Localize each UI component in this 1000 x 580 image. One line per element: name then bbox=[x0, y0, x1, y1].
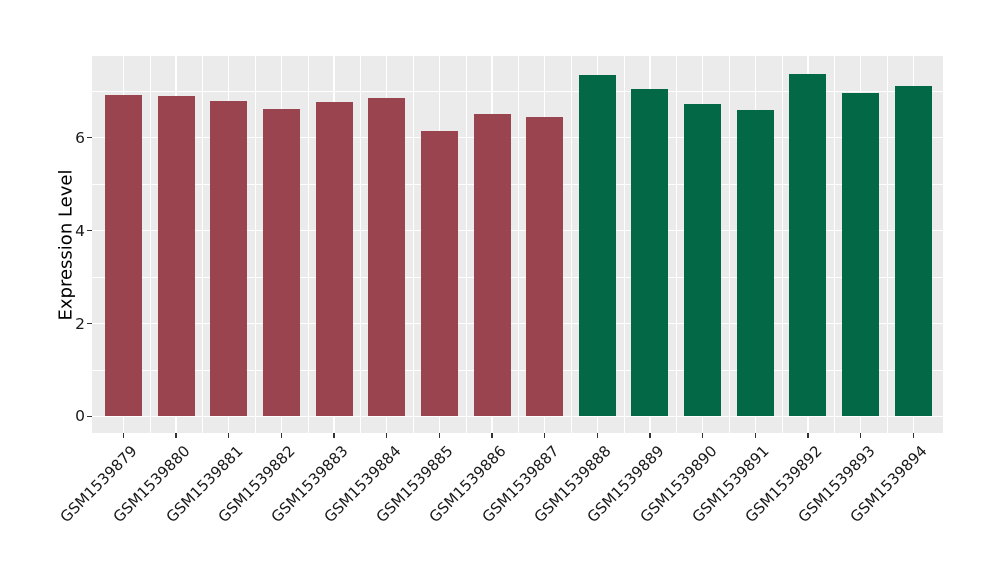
bar-GSM1539887 bbox=[526, 116, 564, 417]
gridline-minor-vertical bbox=[728, 56, 730, 434]
x-tick-mark bbox=[754, 433, 756, 438]
gridline-major-horizontal bbox=[92, 322, 944, 325]
x-tick-mark bbox=[228, 433, 230, 438]
gridline-minor-vertical bbox=[202, 56, 204, 434]
bar-GSM1539879 bbox=[104, 94, 142, 417]
bar-GSM1539889 bbox=[631, 89, 669, 417]
gridline-minor-vertical bbox=[360, 56, 362, 434]
bar-GSM1539882 bbox=[262, 109, 300, 417]
gridline-minor-vertical bbox=[623, 56, 625, 434]
gridline-minor-vertical bbox=[676, 56, 677, 434]
x-tick-mark bbox=[807, 433, 809, 438]
bar-GSM1539885 bbox=[420, 131, 458, 417]
gridline-minor-horizontal bbox=[92, 184, 944, 185]
gridline-minor-vertical bbox=[307, 56, 309, 434]
gridline-major-horizontal bbox=[92, 137, 944, 139]
y-tick-mark bbox=[87, 137, 93, 139]
bar-GSM1539893 bbox=[842, 93, 880, 417]
x-tick-mark bbox=[702, 433, 704, 438]
gridline-major-horizontal bbox=[92, 415, 944, 418]
x-tick-mark bbox=[544, 433, 546, 438]
y-axis-title: Expression Level bbox=[55, 169, 77, 321]
gridline-minor-vertical bbox=[413, 56, 414, 434]
gridline-minor-vertical bbox=[518, 56, 520, 434]
y-tick-label: 4 bbox=[75, 221, 85, 240]
bar-GSM1539888 bbox=[578, 75, 616, 417]
gridline-minor-vertical bbox=[886, 56, 888, 434]
x-tick-mark bbox=[860, 433, 862, 438]
x-tick-mark bbox=[649, 433, 651, 438]
gridline-minor-vertical bbox=[255, 56, 256, 434]
bar-GSM1539894 bbox=[894, 85, 932, 417]
x-tick-mark bbox=[912, 433, 914, 438]
bar-GSM1539884 bbox=[368, 97, 406, 417]
bar-GSM1539886 bbox=[473, 114, 511, 417]
gridline-minor-vertical bbox=[465, 56, 467, 434]
bar-GSM1539891 bbox=[736, 109, 774, 417]
x-tick-mark bbox=[491, 433, 493, 438]
y-tick-mark bbox=[87, 230, 93, 232]
x-tick-mark bbox=[438, 433, 440, 438]
y-tick-label: 6 bbox=[75, 128, 85, 147]
x-tick-mark bbox=[596, 433, 598, 438]
y-tick-mark bbox=[87, 415, 93, 417]
plot-panel bbox=[92, 56, 944, 434]
gridline-minor-horizontal bbox=[92, 91, 944, 92]
x-tick-mark bbox=[280, 433, 282, 438]
bar-GSM1539890 bbox=[684, 103, 722, 417]
gridline-minor-vertical bbox=[149, 56, 151, 434]
bar-GSM1539892 bbox=[789, 74, 827, 417]
bar-GSM1539881 bbox=[210, 101, 248, 417]
y-tick-label: 0 bbox=[75, 407, 85, 426]
x-tick-mark bbox=[122, 433, 124, 438]
gridline-major-horizontal bbox=[92, 229, 944, 232]
gridline-minor-vertical bbox=[781, 56, 783, 434]
x-tick-mark bbox=[175, 433, 177, 438]
x-tick-mark bbox=[386, 433, 388, 438]
gridline-minor-vertical bbox=[834, 56, 835, 434]
gridline-minor-vertical bbox=[571, 56, 572, 434]
gridline-minor-horizontal bbox=[92, 277, 944, 278]
y-tick-mark bbox=[87, 322, 93, 325]
y-tick-label: 2 bbox=[75, 314, 85, 333]
bar-GSM1539883 bbox=[315, 101, 353, 417]
x-tick-mark bbox=[333, 433, 335, 438]
gridline-minor-horizontal bbox=[92, 369, 944, 371]
bar-GSM1539880 bbox=[157, 96, 195, 417]
